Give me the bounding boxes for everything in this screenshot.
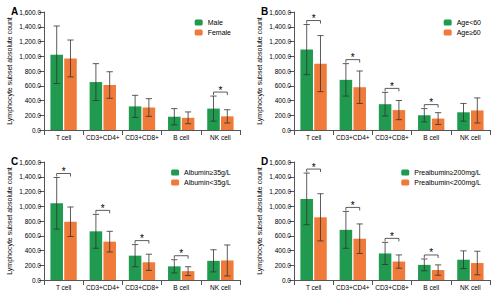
svg-text:C: C	[11, 156, 18, 167]
svg-text:B cell: B cell	[423, 134, 439, 141]
svg-text:*: *	[140, 233, 144, 244]
svg-text:Lymphocyte subset absolute cou: Lymphocyte subset absolute count	[256, 17, 264, 125]
svg-text:CD3+CD8+: CD3+CD8+	[375, 284, 409, 291]
svg-text:*: *	[429, 97, 433, 108]
svg-text:NK cell: NK cell	[460, 284, 481, 291]
svg-text:1,600.0: 1,600.0	[269, 9, 291, 16]
svg-text:Male: Male	[208, 19, 223, 26]
svg-text:600.0: 600.0	[275, 232, 292, 239]
svg-text:Age≥60: Age≥60	[457, 29, 481, 37]
svg-text:600.0: 600.0	[25, 82, 42, 89]
svg-text:400.0: 400.0	[275, 97, 292, 104]
svg-text:T cell: T cell	[56, 284, 72, 291]
svg-text:*: *	[312, 13, 316, 24]
svg-text:200.0: 200.0	[275, 112, 292, 119]
svg-text:1,000.0: 1,000.0	[269, 53, 291, 60]
svg-text:400.0: 400.0	[25, 97, 42, 104]
svg-text:200.0: 200.0	[25, 112, 42, 119]
svg-text:1,000.0: 1,000.0	[19, 203, 41, 210]
svg-text:CD3+CD4+: CD3+CD4+	[336, 284, 370, 291]
svg-text:Lymphocyte subset absolute cou: Lymphocyte subset absolute count	[6, 17, 14, 125]
svg-text:A: A	[11, 6, 18, 17]
svg-text:0.0: 0.0	[282, 127, 291, 134]
svg-text:1,200.0: 1,200.0	[19, 38, 41, 45]
svg-text:1,400.0: 1,400.0	[269, 23, 291, 30]
svg-text:T cell: T cell	[306, 284, 322, 291]
svg-text:600.0: 600.0	[25, 232, 42, 239]
svg-text:*: *	[429, 247, 433, 258]
svg-text:Albumin<35g/L: Albumin<35g/L	[184, 179, 231, 187]
svg-text:1,600.0: 1,600.0	[19, 9, 41, 16]
svg-text:*: *	[390, 81, 394, 92]
svg-text:1,200.0: 1,200.0	[269, 188, 291, 195]
svg-text:1,000.0: 1,000.0	[19, 53, 41, 60]
svg-text:T cell: T cell	[306, 134, 322, 141]
svg-text:1,200.0: 1,200.0	[19, 188, 41, 195]
svg-text:1,600.0: 1,600.0	[19, 159, 41, 166]
svg-text:1,200.0: 1,200.0	[269, 38, 291, 45]
svg-text:NK cell: NK cell	[460, 134, 481, 141]
svg-text:CD3+CD8+: CD3+CD8+	[125, 134, 159, 141]
svg-text:Prealbumin≥200mg/L: Prealbumin≥200mg/L	[414, 169, 481, 177]
svg-text:Female: Female	[208, 29, 231, 36]
svg-text:0.0: 0.0	[32, 127, 41, 134]
svg-text:D: D	[261, 156, 268, 167]
svg-text:B cell: B cell	[173, 284, 189, 291]
svg-text:600.0: 600.0	[275, 82, 292, 89]
svg-text:800.0: 800.0	[25, 218, 42, 225]
svg-text:B: B	[261, 6, 268, 17]
svg-text:CD3+CD4+: CD3+CD4+	[336, 134, 370, 141]
svg-text:Prealbumin<200mg/L: Prealbumin<200mg/L	[414, 179, 481, 187]
svg-text:Lymphocyte subset absolute cou: Lymphocyte subset absolute count	[6, 167, 14, 275]
svg-text:*: *	[351, 52, 355, 63]
svg-text:B cell: B cell	[173, 134, 189, 141]
svg-text:*: *	[62, 166, 66, 177]
svg-text:B cell: B cell	[423, 284, 439, 291]
svg-text:Lymphocyte subset absolute cou: Lymphocyte subset absolute count	[256, 167, 264, 275]
svg-text:CD3+CD4+: CD3+CD4+	[86, 284, 120, 291]
svg-text:800.0: 800.0	[275, 68, 292, 75]
svg-text:800.0: 800.0	[275, 218, 292, 225]
svg-text:0.0: 0.0	[282, 277, 291, 284]
svg-text:*: *	[351, 200, 355, 211]
svg-text:1,400.0: 1,400.0	[269, 173, 291, 180]
svg-text:*: *	[218, 85, 222, 96]
svg-text:1,600.0: 1,600.0	[269, 159, 291, 166]
svg-text:Age<60: Age<60	[457, 19, 481, 27]
svg-text:T cell: T cell	[56, 134, 72, 141]
svg-text:200.0: 200.0	[275, 262, 292, 269]
svg-text:1,000.0: 1,000.0	[269, 203, 291, 210]
svg-text:*: *	[390, 231, 394, 242]
svg-text:*: *	[179, 248, 183, 259]
svg-text:1,400.0: 1,400.0	[19, 23, 41, 30]
svg-text:CD3+CD8+: CD3+CD8+	[375, 134, 409, 141]
svg-text:1,400.0: 1,400.0	[19, 173, 41, 180]
svg-text:NK cell: NK cell	[210, 134, 231, 141]
svg-text:*: *	[101, 203, 105, 214]
svg-text:400.0: 400.0	[25, 247, 42, 254]
svg-text:400.0: 400.0	[275, 247, 292, 254]
svg-text:CD3+CD4+: CD3+CD4+	[86, 134, 120, 141]
svg-text:0.0: 0.0	[32, 277, 41, 284]
svg-text:200.0: 200.0	[25, 262, 42, 269]
svg-text:*: *	[312, 162, 316, 173]
svg-text:CD3+CD8+: CD3+CD8+	[125, 284, 159, 291]
svg-text:NK cell: NK cell	[210, 284, 231, 291]
svg-text:Albumin≥35g/L: Albumin≥35g/L	[184, 169, 231, 177]
svg-text:800.0: 800.0	[25, 68, 42, 75]
